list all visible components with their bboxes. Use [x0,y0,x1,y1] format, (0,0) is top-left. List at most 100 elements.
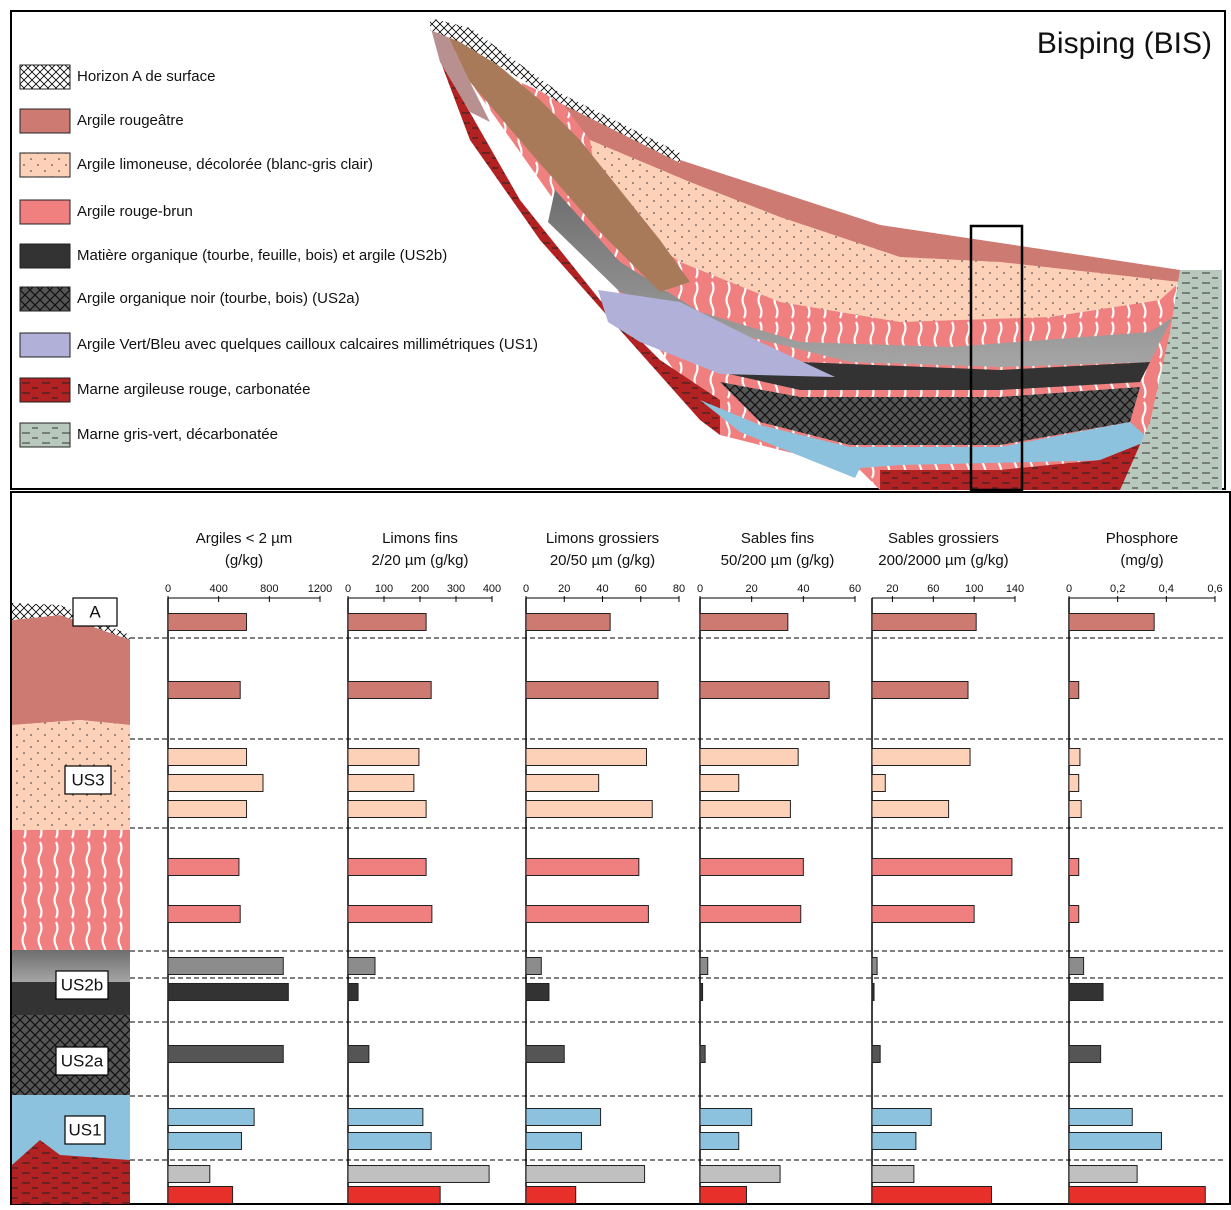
legend-swatch [19,332,71,358]
x-tick-label: 0 [523,583,529,595]
bar [525,983,550,1001]
layer-label: A [89,602,101,621]
bar [347,681,432,699]
bar [1068,1186,1206,1204]
layer-label: US2a [61,1051,104,1070]
bar [871,748,971,766]
layer-label: US1 [68,1120,101,1139]
bar [871,957,878,975]
legend-swatch [19,108,71,134]
chart-title: Argiles < 2 µm [196,530,293,547]
x-tick-label: 0,2 [1110,583,1125,595]
bar [1068,858,1080,876]
bar [167,858,240,876]
x-tick-label: 20 [886,583,898,595]
bar [347,905,433,923]
bar [167,1132,242,1150]
x-tick-label: 0,4 [1159,583,1174,595]
bar [871,774,886,792]
x-tick-label: 20 [746,583,758,595]
bar [871,1108,932,1126]
bar [525,748,647,766]
bar [871,905,975,923]
bar [1068,983,1104,1001]
bar [699,681,830,699]
bar [871,800,950,818]
x-tick-label: 0 [1066,583,1072,595]
bar [347,957,376,975]
bar [347,800,427,818]
bar [167,1165,211,1183]
x-tick-label: 1200 [308,583,332,595]
x-tick-label: 300 [447,583,465,595]
bar [871,1186,993,1204]
x-tick-label: 60 [635,583,647,595]
bar [525,957,542,975]
x-tick-label: 0 [345,583,351,595]
x-tick-label: 0 [697,583,703,595]
chart-title: Sables fins [741,530,814,547]
bar [525,681,659,699]
legend-label: Matière organique (tourbe, feuille, bois… [77,247,447,264]
bar [167,774,264,792]
bar [1068,1108,1133,1126]
bar [871,1045,881,1063]
layer-label-box [55,970,109,1000]
strat-column [12,603,130,1204]
chart-unit: 20/50 µm (g/kg) [550,552,655,569]
bar [1068,774,1080,792]
bar [167,1108,255,1126]
bar [525,1186,577,1204]
x-tick-label: 80 [673,583,685,595]
legend-swatch [19,64,71,90]
x-tick-label: 40 [596,583,608,595]
bar [1068,1165,1138,1183]
chart-unit: 200/2000 µm (g/kg) [878,552,1008,569]
bar [699,1186,747,1204]
bar [347,1165,490,1183]
legend-label: Marne gris-vert, décarbonatée [77,426,278,443]
bar [871,613,977,631]
bar [1068,957,1085,975]
bar [1068,1132,1162,1150]
legend: Horizon A de surface Argile rougeâtre Argi… [19,64,538,448]
bar [699,613,789,631]
bar [167,681,241,699]
layer-label: US2b [61,975,104,994]
x-tick-label: 800 [260,583,278,595]
bar [871,858,1013,876]
legend-swatch [19,243,71,269]
bar [347,1045,370,1063]
layer-label: US3 [71,770,104,789]
x-tick-label: 0 [165,583,171,595]
chart-unit: (mg/g) [1120,552,1163,569]
chart-title: Limons fins [382,530,458,547]
bar [699,748,799,766]
bar [1068,1045,1102,1063]
bar [167,800,248,818]
layer-label-box [64,765,112,795]
bar [871,983,875,1001]
bar [167,905,241,923]
bar [699,1132,740,1150]
bar [347,983,359,1001]
x-tick-label: 100 [965,583,983,595]
x-tick-label: 200 [411,583,429,595]
bar [525,613,611,631]
x-tick-label: 0,6 [1207,583,1222,595]
chart-unit: (g/kg) [225,552,263,569]
bar [871,1132,917,1150]
chart-title: Sables grossiers [888,530,999,547]
bar [525,1108,602,1126]
bar [699,1045,706,1063]
legend-label: Argile limoneuse, décolorée (blanc-gris … [77,156,373,173]
bar [699,1165,781,1183]
legend-label: Argile rouge-brun [77,203,193,220]
legend-label: Argile organique noir (tourbe, bois) (US… [77,290,360,307]
legend-swatch [19,199,71,225]
bar [525,858,640,876]
legend-swatch [19,377,71,403]
legend-swatch [19,152,71,178]
